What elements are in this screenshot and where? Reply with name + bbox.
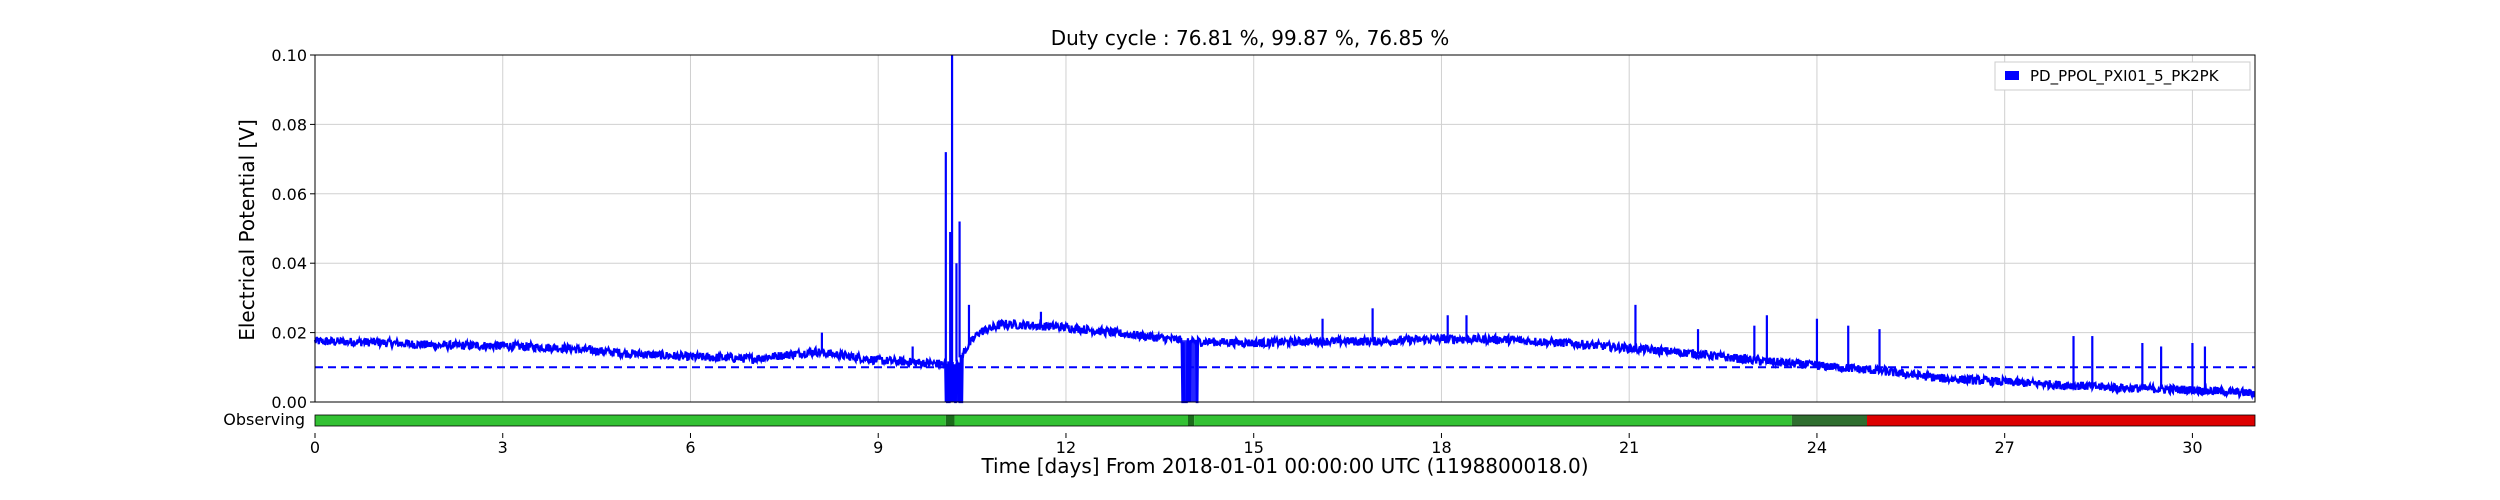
- y-tick-label: 0.00: [271, 393, 307, 412]
- observing-segment: [954, 415, 1188, 426]
- y-axis-label: Electrical Potential [V]: [235, 119, 259, 341]
- y-tick-label: 0.02: [271, 324, 307, 343]
- y-tick-label: 0.10: [271, 46, 307, 65]
- series-layer: [313, 55, 2256, 404]
- x-axis-ticks: 0 3 6 9 12 15 18 21 24 27 30: [310, 433, 2203, 457]
- y-axis-ticks: 0.00 0.02 0.04 0.06 0.08 0.10: [271, 46, 315, 412]
- y-tick-label: 0.06: [271, 185, 307, 204]
- x-tick-label: 9: [873, 438, 883, 457]
- x-axis-label: Time [days] From 2018-01-01 00:00:00 UTC…: [980, 454, 1588, 478]
- x-tick-label: 21: [1619, 438, 1639, 457]
- series-dropout: [1181, 340, 1198, 402]
- observing-segment: [945, 415, 955, 426]
- x-tick-label: 3: [498, 438, 508, 457]
- observing-bar-frame: [314, 414, 2256, 427]
- segments-label: Observing: [223, 410, 305, 429]
- y-tick-label: 0.04: [271, 254, 307, 273]
- y-tick-label: 0.08: [271, 115, 307, 134]
- x-tick-label: 12: [1056, 438, 1076, 457]
- plot-frame: [314, 54, 2256, 403]
- x-tick-label: 30: [2182, 438, 2202, 457]
- legend-series-name: PD_PPOL_PXI01_5_PK2PK: [2030, 67, 2220, 86]
- observing-segments: [314, 414, 2256, 427]
- chart-title: Duty cycle : 76.81 %, 99.87 %, 76.85 %: [1051, 26, 1450, 50]
- x-tick-label: 6: [685, 438, 695, 457]
- x-tick-label: 27: [1994, 438, 2014, 457]
- x-tick-label: 18: [1431, 438, 1451, 457]
- x-tick-label: 24: [1807, 438, 1827, 457]
- series-line: [313, 318, 2256, 404]
- observing-segment: [1791, 415, 1867, 426]
- observing-segment: [315, 415, 946, 426]
- observing-segment: [1188, 415, 1195, 426]
- legend: PD_PPOL_PXI01_5_PK2PK: [1994, 61, 2251, 91]
- legend-box: [1994, 61, 2251, 91]
- observing-segment: [1194, 415, 1792, 426]
- legend-swatch: [2005, 71, 2019, 80]
- series-dropout: [945, 364, 963, 402]
- x-tick-label: 0: [310, 438, 320, 457]
- x-tick-label: 15: [1244, 438, 1264, 457]
- observing-segment: [1867, 415, 2255, 426]
